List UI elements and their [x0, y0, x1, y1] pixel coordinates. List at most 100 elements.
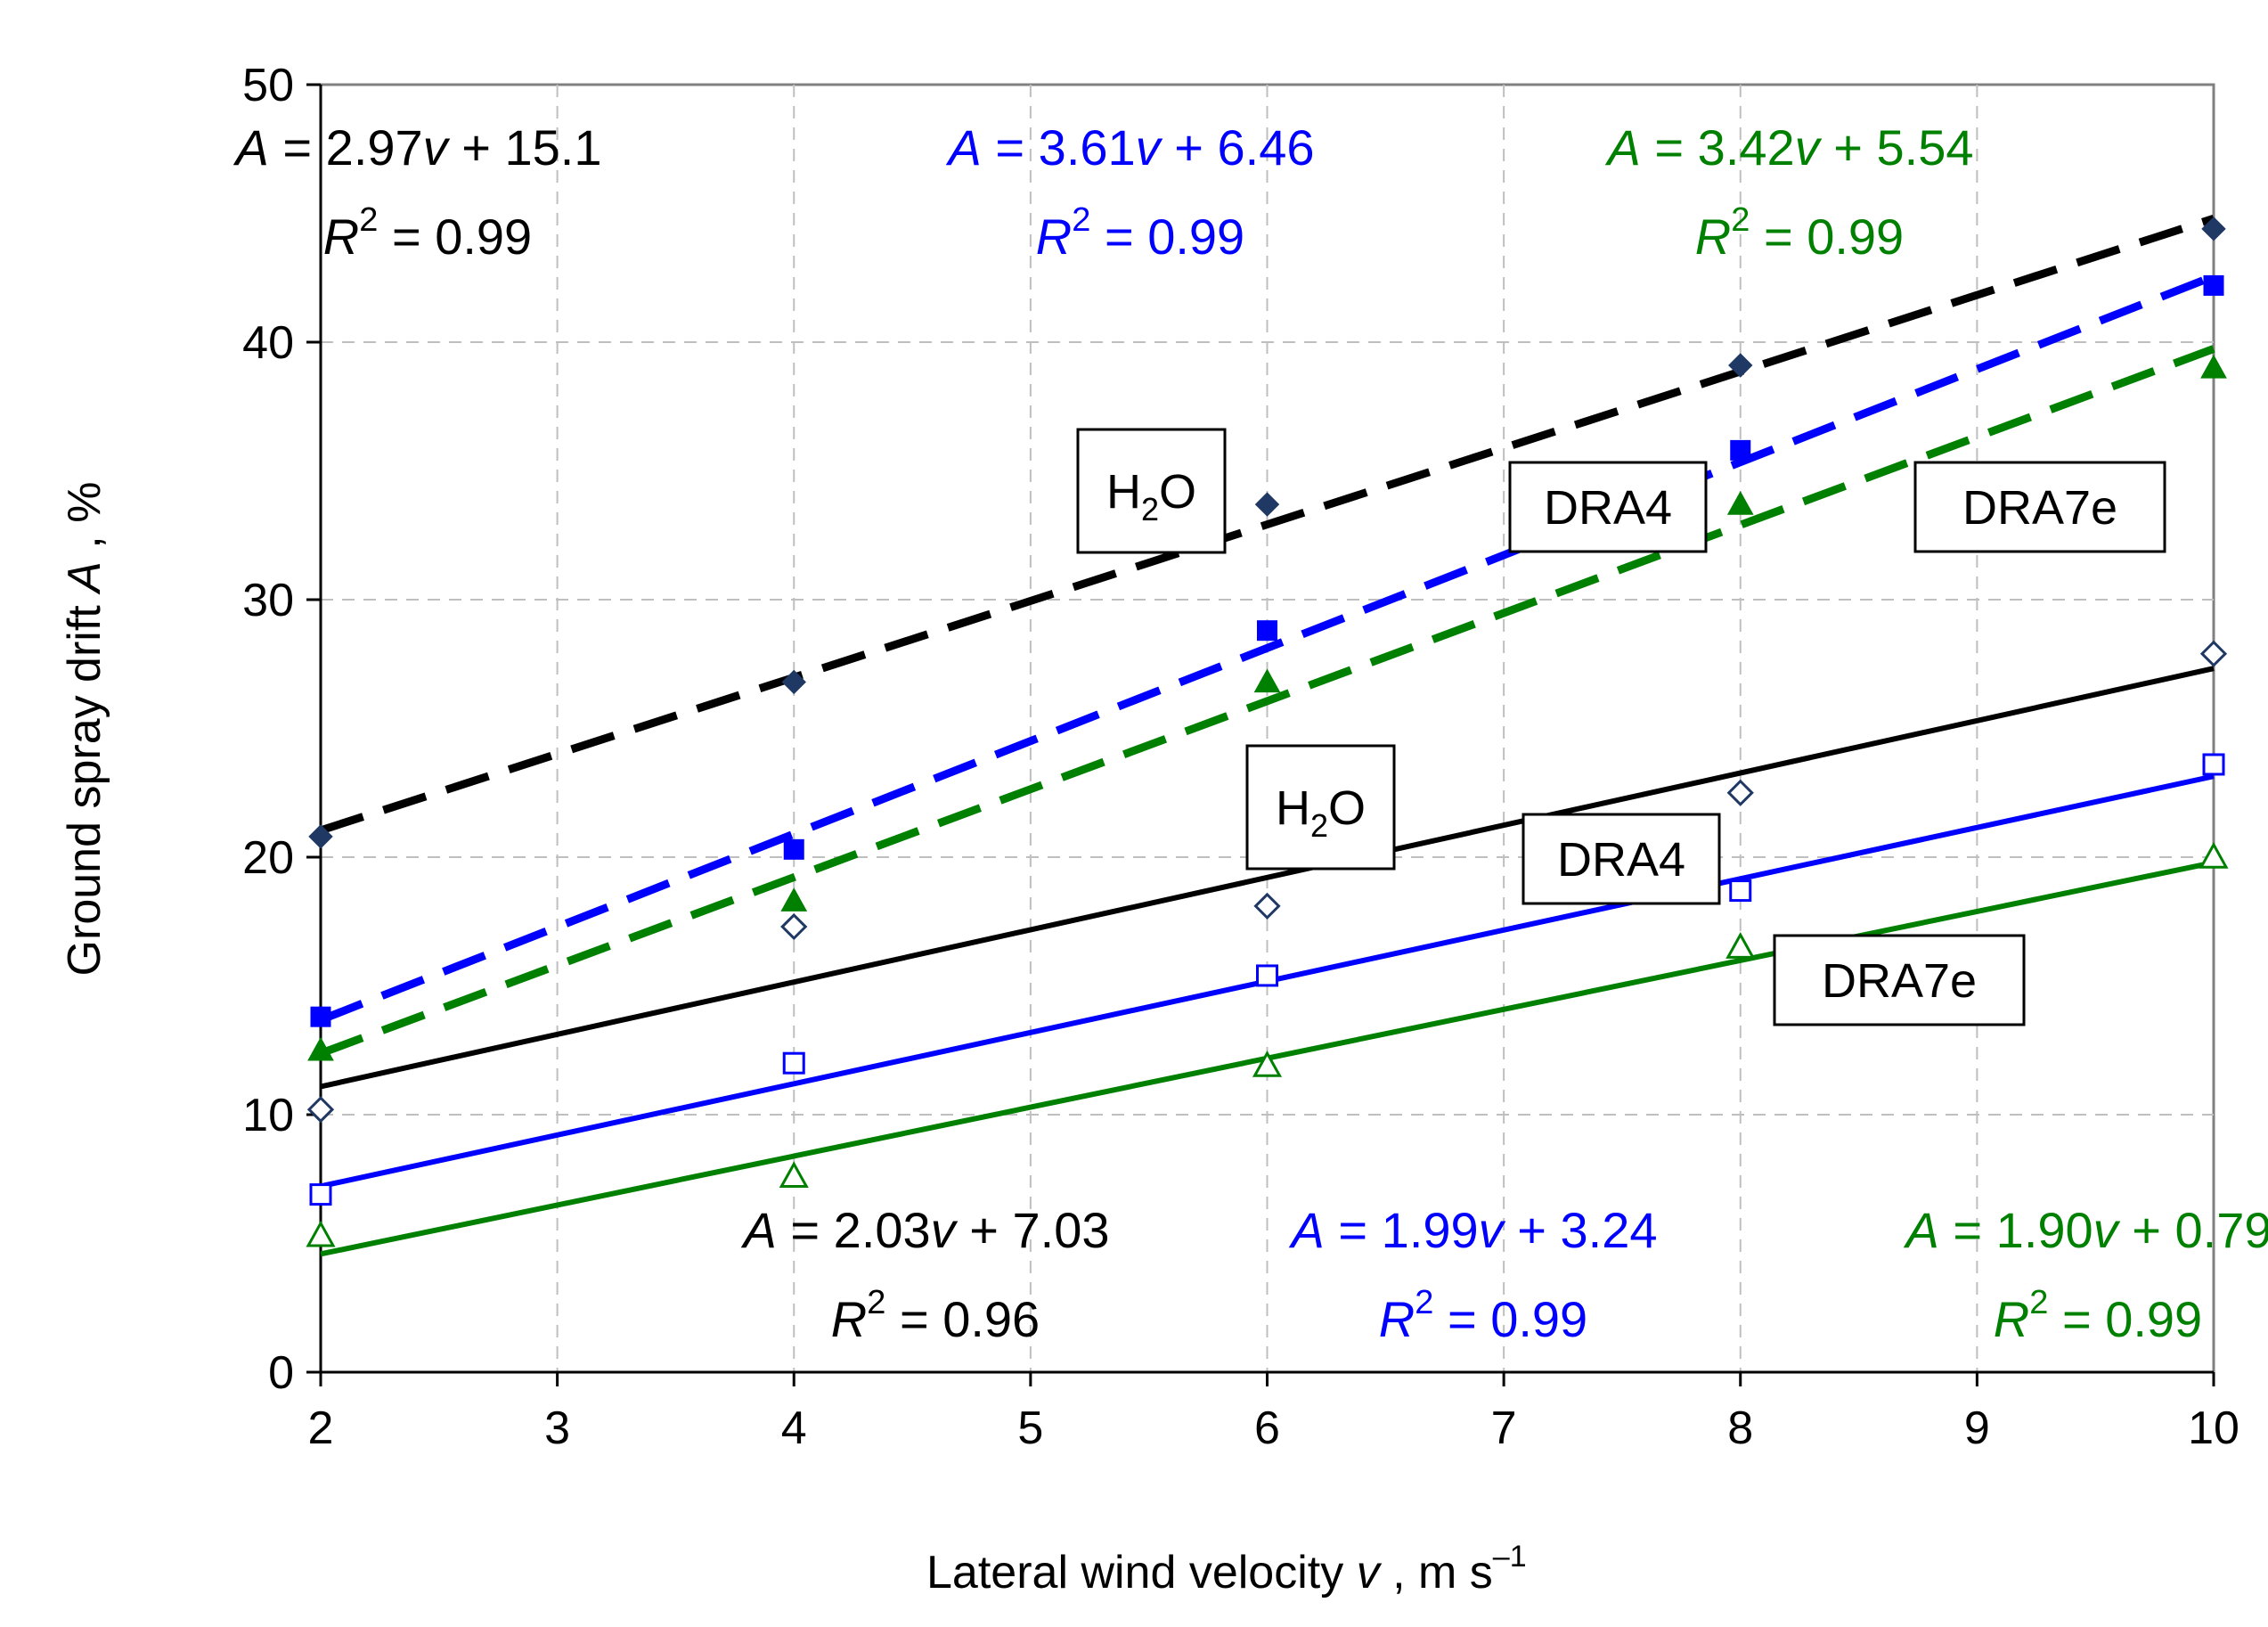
data-point-upper-dra4 — [2203, 274, 2224, 296]
equation-var: v — [1795, 119, 1823, 176]
r-squared-symbol: R — [1036, 208, 1072, 265]
equation-var: v — [931, 1202, 959, 1258]
y-tick-label: 20 — [242, 832, 294, 884]
data-point-upper-h2o — [1728, 353, 1753, 378]
data-point-upper-dra4 — [783, 838, 804, 860]
data-point-upper-dra7e — [1253, 668, 1281, 693]
x-tick-label: 3 — [544, 1402, 570, 1454]
series-label-box — [1773, 934, 2026, 1026]
equation-intercept: + 15.1 — [448, 119, 602, 176]
data-point-lower-dra7e — [1252, 1051, 1283, 1077]
r-squared-exponent: 2 — [1072, 201, 1090, 239]
y-axis-title-unit: , % — [59, 482, 110, 562]
y-tick-label: 50 — [242, 60, 294, 111]
equation-lhs: A — [1289, 1202, 1325, 1258]
r-squared-symbol: R — [1379, 1291, 1415, 1347]
series-label-text: DRA7e — [1962, 481, 2117, 535]
fit-line-upper-dra7e — [319, 345, 2215, 1058]
y-axis-title: Ground spray drift A , % — [59, 482, 110, 977]
r-squared-value: = 0.96 — [885, 1291, 1040, 1347]
data-point-upper-dra7e — [780, 887, 808, 912]
series-label-box — [1245, 744, 1396, 871]
y-axis-title-text: Ground spray drift — [59, 593, 110, 977]
r-squared-text: R2 = 0.99 — [1379, 1284, 1587, 1347]
data-points — [306, 217, 2229, 1247]
equation-slope: = 3.61 — [982, 119, 1136, 176]
x-axis-title-sup: –1 — [1493, 1540, 1527, 1574]
y-tick-label: 10 — [242, 1090, 294, 1141]
axes: 2 3 4 5 6 7 8 9 10 0 10 20 30 40 50 Lateral wind veloci… — [59, 60, 2239, 1598]
data-point-lower-dra4 — [1256, 964, 1278, 987]
x-tick-label: 6 — [1254, 1402, 1280, 1454]
x-tick-label: 9 — [1964, 1402, 1990, 1454]
y-axis-title-var: A — [59, 561, 110, 595]
series-label-text: H2O — [1276, 781, 1366, 844]
r-squared-exponent: 2 — [1731, 201, 1750, 239]
equation-intercept: + 0.79 — [2118, 1202, 2268, 1258]
equation-text: A = 3.42v + 5.54 — [1605, 119, 1974, 176]
r-squared-value: = 0.99 — [378, 208, 532, 265]
equation-text: A = 1.90v + 0.79 — [1904, 1202, 2268, 1258]
x-tick-label: 2 — [308, 1402, 334, 1454]
r-squared-text: R2 = 0.99 — [1036, 201, 1244, 265]
equation-lhs: A — [946, 119, 982, 176]
equation-text: A = 1.99v + 3.24 — [1289, 1202, 1658, 1258]
equation-slope: = 2.97 — [269, 119, 423, 176]
r-squared-exponent: 2 — [867, 1284, 885, 1321]
r-squared-exponent: 2 — [2029, 1284, 2048, 1321]
equation-text: A = 3.61v + 6.46 — [946, 119, 1315, 176]
series-label-text: DRA7e — [1822, 954, 1977, 1008]
equation-slope: = 2.03 — [777, 1202, 931, 1258]
equation-var: v — [423, 119, 451, 176]
data-point-lower-dra7e — [779, 1161, 809, 1189]
data-point-upper-dra4 — [1257, 620, 1277, 642]
equation-slope: = 1.99 — [1325, 1202, 1479, 1258]
data-point-upper-dra7e — [2200, 354, 2227, 379]
r-squared-symbol: R — [1994, 1291, 2029, 1347]
fit-lines — [319, 214, 2215, 1257]
equation-lhs: A — [741, 1202, 777, 1258]
r-squared-exponent: 2 — [359, 201, 378, 239]
data-point-lower-dra7e — [1725, 932, 1756, 959]
series-label-text: DRA4 — [1544, 481, 1672, 535]
r-squared-value: = 0.99 — [1433, 1291, 1587, 1347]
r-squared-symbol: R — [831, 1291, 867, 1347]
data-point-lower-dra4 — [782, 1051, 805, 1075]
r-squared-symbol: R — [323, 208, 359, 265]
data-point-lower-dra7e — [306, 1220, 336, 1247]
series-label-o: O — [1159, 465, 1196, 519]
equation-intercept: + 7.03 — [956, 1202, 1110, 1258]
r-squared-symbol: R — [1695, 208, 1731, 265]
r-squared-text: R2 = 0.96 — [831, 1284, 1040, 1347]
series-label-box — [1076, 428, 1227, 554]
x-tick-label: 5 — [1017, 1402, 1043, 1454]
r-squared-value: = 0.99 — [1750, 208, 1904, 265]
data-point-upper-h2o — [2201, 217, 2226, 241]
x-tick-label: 10 — [2188, 1402, 2239, 1454]
data-point-upper-h2o — [781, 669, 806, 695]
equation-var: v — [2093, 1202, 2121, 1258]
equation-intercept: + 5.54 — [1820, 119, 1974, 176]
equation-lhs: A — [1605, 119, 1641, 176]
equation-intercept: + 3.24 — [1504, 1202, 1658, 1258]
data-point-upper-dra4 — [1730, 439, 1751, 461]
series-label-box — [1508, 461, 1708, 553]
data-point-lower-dra7e — [2199, 841, 2229, 869]
x-tick-label: 8 — [1727, 1402, 1753, 1454]
equation-slope: = 3.42 — [1641, 119, 1795, 176]
y-tick-label: 40 — [242, 317, 294, 369]
x-tick-label: 4 — [781, 1402, 807, 1454]
x-axis-title: Lateral wind velocity v , m s–1 — [926, 1540, 1527, 1598]
data-point-upper-h2o — [1254, 492, 1280, 517]
series-label-h: H — [1106, 465, 1141, 519]
r-squared-value: = 0.99 — [2048, 1291, 2202, 1347]
data-point-lower-dra4 — [2202, 753, 2225, 776]
y-tick-label: 0 — [268, 1347, 294, 1399]
data-point-upper-dra7e — [1726, 491, 1754, 515]
r-squared-value: = 0.99 — [1090, 208, 1244, 265]
series-label-box — [1522, 813, 1721, 905]
r-squared-text: R2 = 0.99 — [1994, 1284, 2202, 1347]
series-label-o: O — [1328, 781, 1366, 835]
